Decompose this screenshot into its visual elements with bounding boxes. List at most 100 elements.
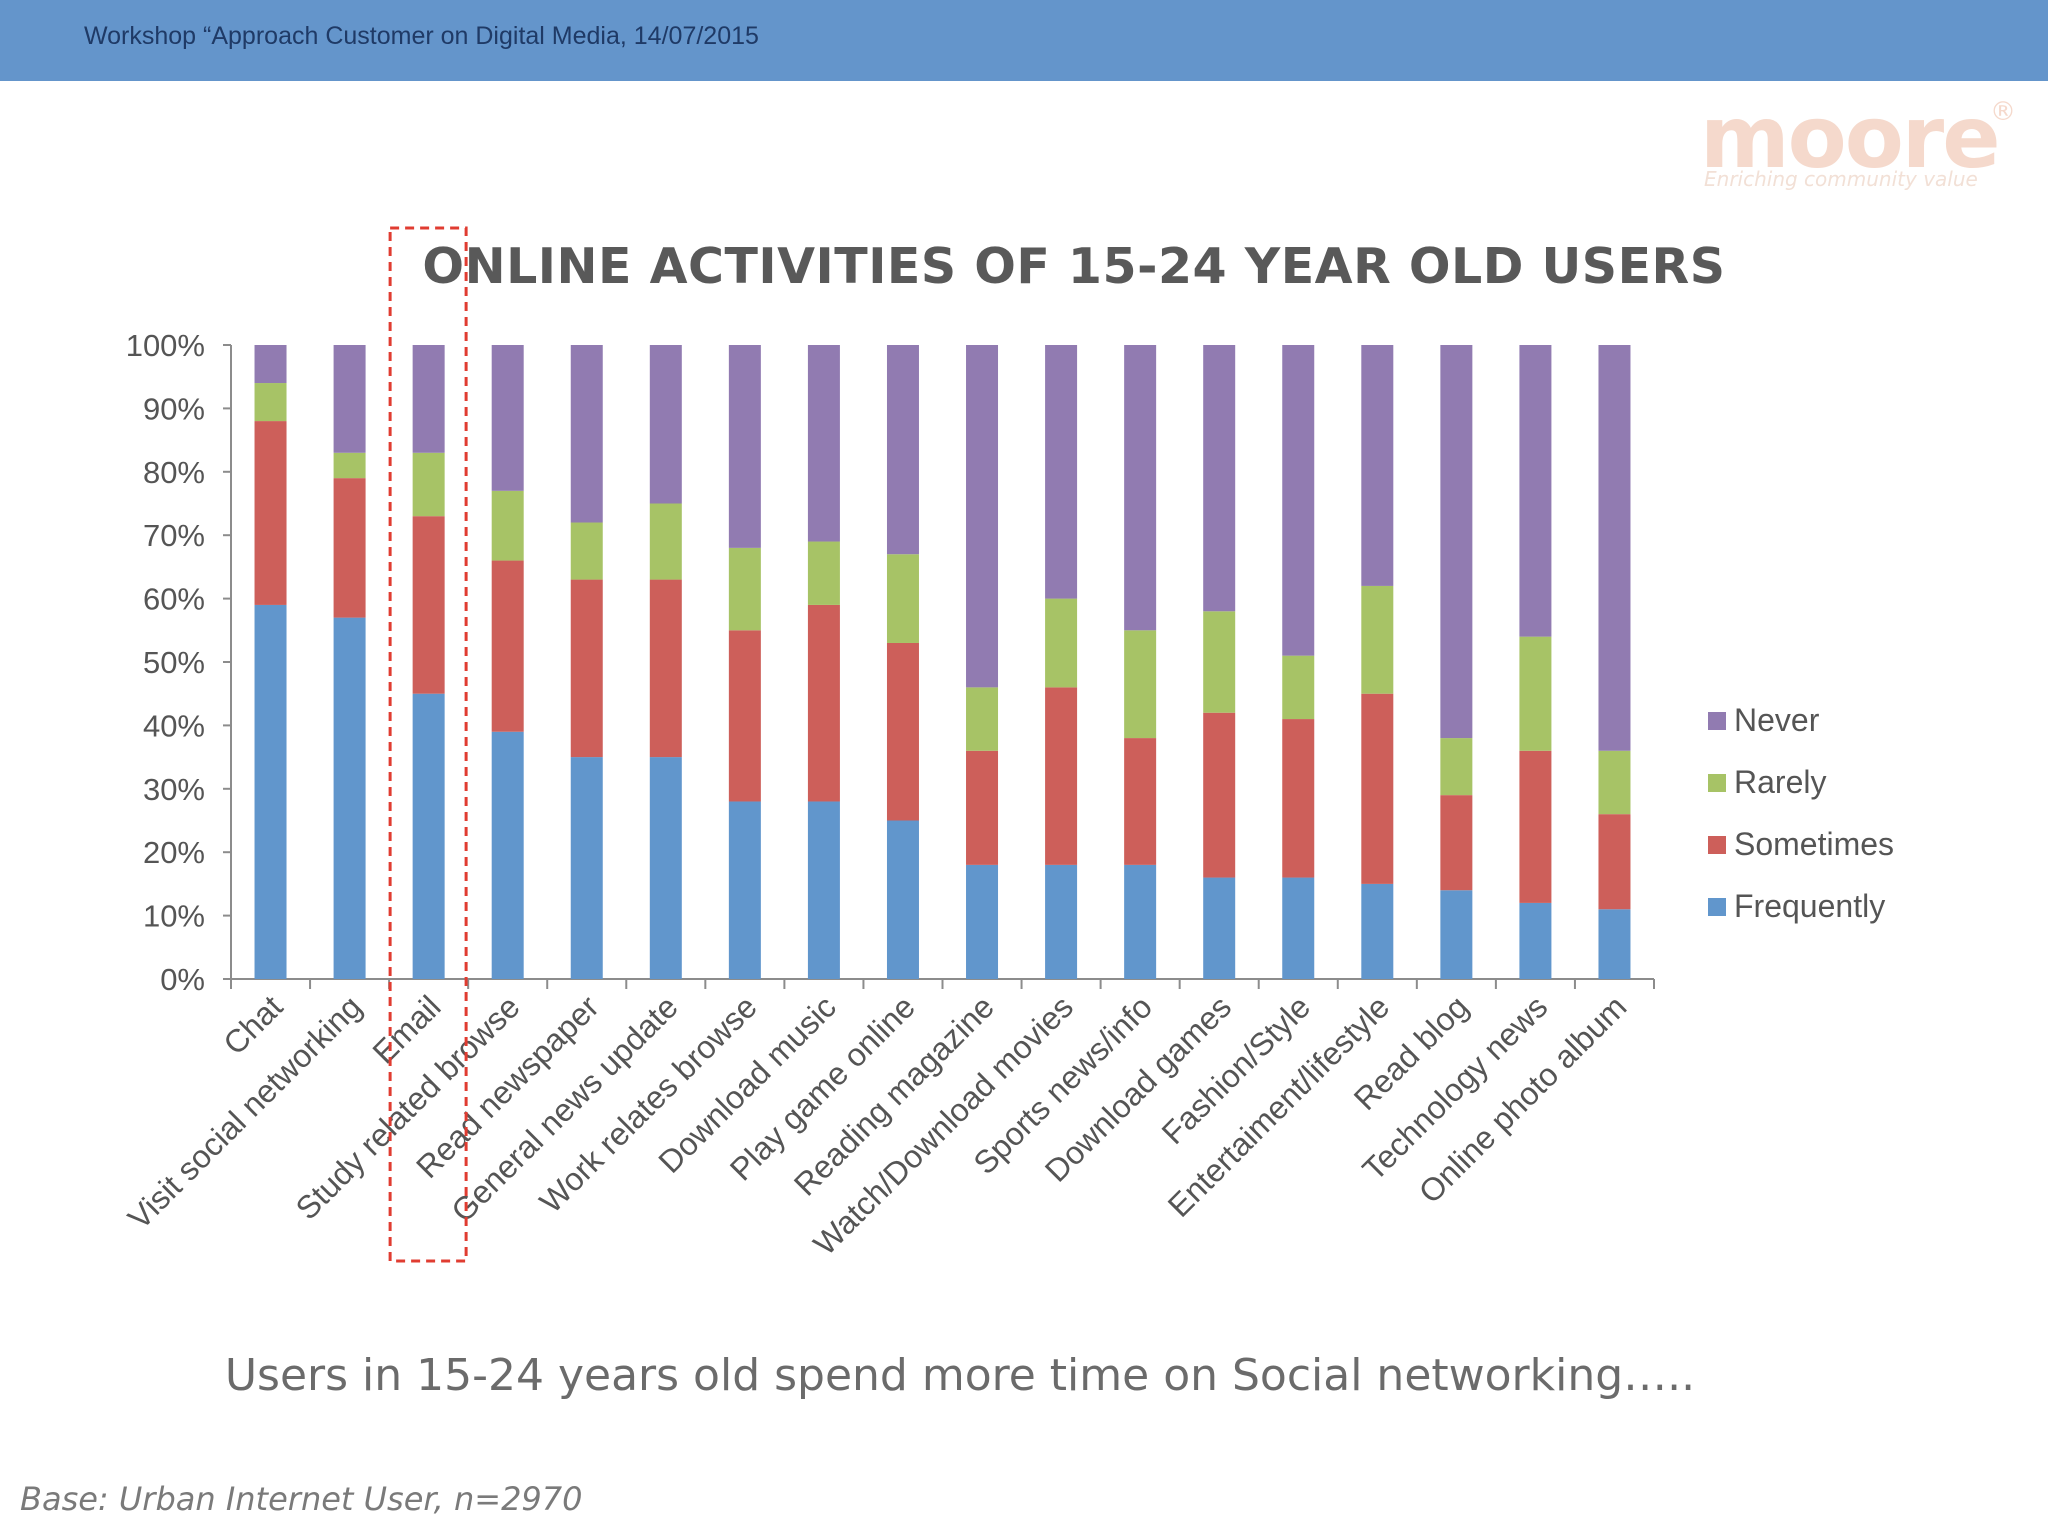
y-tick-label: 60%	[143, 582, 205, 617]
bar-segment-rarely	[649, 503, 682, 580]
highlight-box	[388, 226, 468, 1263]
y-tick-label: 80%	[143, 455, 205, 490]
bar-segment-sometimes	[807, 604, 840, 802]
y-tick-label: 90%	[143, 391, 205, 426]
bar-segment-rarely	[1124, 630, 1157, 739]
bar-segment-rarely	[333, 452, 366, 479]
bar-segment-never	[1282, 345, 1315, 656]
legend-swatch-frequently	[1708, 898, 1726, 916]
bar-segment-never	[570, 345, 603, 523]
legend-label-rarely: Rarely	[1734, 764, 1826, 800]
y-tick-label: 10%	[143, 899, 205, 934]
y-tick-label: 100%	[126, 328, 205, 363]
legend-swatch-never	[1708, 712, 1726, 730]
bar-segment-sometimes	[1282, 719, 1315, 878]
legend-label-frequently: Frequently	[1734, 888, 1885, 924]
bar-segment-never	[966, 345, 999, 688]
bar-segment-frequently	[807, 801, 840, 979]
bar-segment-never	[333, 345, 366, 453]
chart-title: ONLINE ACTIVITIES OF 15-24 YEAR OLD USER…	[422, 238, 1726, 295]
bar-segment-sometimes	[1598, 814, 1631, 910]
bar-segment-never	[1440, 345, 1473, 739]
y-tick-label: 0%	[160, 962, 205, 997]
bar-segment-sometimes	[254, 421, 287, 605]
x-tick-label: Chat	[216, 988, 289, 1061]
logo: moore ® Enriching community value	[1700, 95, 2020, 205]
bar-segment-frequently	[491, 731, 524, 979]
y-tick-label: 50%	[143, 645, 205, 680]
bar-segment-rarely	[254, 383, 287, 422]
bar-segment-rarely	[1361, 585, 1394, 694]
bar-segment-never	[1124, 345, 1157, 631]
bar-segment-sometimes	[1124, 738, 1157, 865]
y-tick-label: 70%	[143, 518, 205, 553]
bar-segment-sometimes	[570, 579, 603, 758]
bar-segment-rarely	[1519, 636, 1552, 751]
bar-segment-frequently	[412, 693, 445, 979]
bar-segment-rarely	[1598, 750, 1631, 815]
bar-segment-rarely	[966, 687, 999, 751]
bar-segment-frequently	[966, 864, 999, 979]
legend-label-sometimes: Sometimes	[1734, 826, 1894, 862]
bar-segment-never	[1361, 345, 1394, 586]
bar-segment-frequently	[1361, 883, 1394, 979]
bar-segment-frequently	[649, 757, 682, 979]
y-tick-label: 20%	[143, 835, 205, 870]
bar-segment-frequently	[1203, 877, 1236, 979]
base-note: Base: Urban Internet User, n=2970	[20, 1480, 583, 1518]
subtitle: Users in 15-24 years old spend more time…	[224, 1350, 1696, 1401]
bar-segment-frequently	[1519, 902, 1552, 979]
bar-segment-sometimes	[333, 478, 366, 618]
bar-segment-frequently	[1045, 864, 1078, 979]
bar-segment-never	[412, 345, 445, 453]
bar-segment-never	[491, 345, 524, 491]
bar-segment-never	[1045, 345, 1078, 599]
bar-segment-frequently	[728, 801, 761, 979]
bar-segment-sometimes	[886, 642, 919, 821]
bar-segment-sometimes	[649, 579, 682, 758]
bar-segment-never	[1203, 345, 1236, 612]
logo-wordmark: moore	[1700, 88, 2001, 188]
bar-segment-rarely	[570, 522, 603, 580]
bar-segment-frequently	[886, 820, 919, 979]
bar-segment-never	[649, 345, 682, 504]
bar-segment-frequently	[1282, 877, 1315, 979]
bar-segment-sometimes	[1203, 712, 1236, 878]
bar-segment-rarely	[412, 452, 445, 517]
logo-tagline: Enriching community value	[1704, 167, 1978, 191]
bar-segment-sometimes	[1440, 795, 1473, 891]
bar-segment-never	[886, 345, 919, 555]
bar-segment-rarely	[886, 554, 919, 643]
bar-segment-never	[807, 345, 840, 542]
logo-registered-mark: ®	[1990, 97, 2016, 127]
header-bar: Workshop “Approach Customer on Digital M…	[0, 0, 2048, 81]
y-tick-label: 40%	[143, 708, 205, 743]
bar-segment-rarely	[1282, 655, 1315, 720]
header-title: Workshop “Approach Customer on Digital M…	[84, 22, 759, 50]
bar-segment-never	[254, 345, 287, 384]
bar-segment-sometimes	[491, 560, 524, 732]
bar-segment-frequently	[1124, 864, 1157, 979]
bar-segment-never	[1519, 345, 1552, 637]
bar-segment-sometimes	[728, 630, 761, 802]
bar-segment-rarely	[1203, 611, 1236, 713]
bar-segment-frequently	[1598, 909, 1631, 979]
bar-segment-rarely	[728, 547, 761, 631]
bar-segment-rarely	[1045, 598, 1078, 688]
bar-segment-sometimes	[1519, 750, 1552, 903]
bar-segment-never	[1598, 345, 1631, 751]
bar-segment-frequently	[570, 757, 603, 979]
bar-segment-frequently	[1440, 890, 1473, 979]
bar-segment-rarely	[491, 490, 524, 561]
bar-segment-sometimes	[1361, 693, 1394, 884]
legend-swatch-sometimes	[1708, 836, 1726, 854]
bar-segment-sometimes	[966, 750, 999, 865]
y-tick-label: 30%	[143, 772, 205, 807]
bar-segment-frequently	[254, 604, 287, 979]
bar-segment-rarely	[1440, 738, 1473, 796]
bar-segment-never	[728, 345, 761, 548]
bar-segment-rarely	[807, 541, 840, 605]
legend-swatch-rarely	[1708, 774, 1726, 792]
bar-segment-frequently	[333, 617, 366, 979]
